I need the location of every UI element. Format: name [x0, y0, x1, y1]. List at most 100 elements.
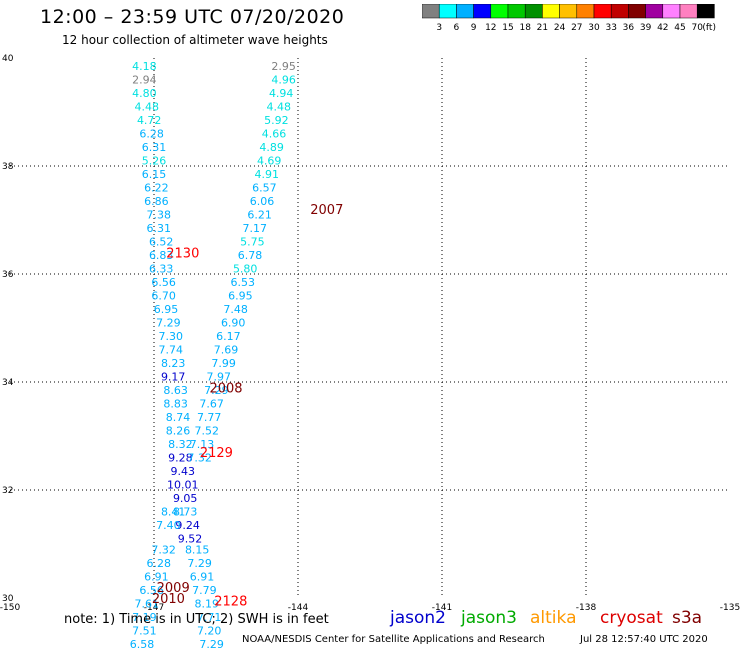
wave-height-value: 4.91 [255, 168, 280, 181]
pass-time-label: 2129 [200, 446, 233, 461]
wave-height-value: 6.57 [252, 182, 277, 195]
legend-altika: altika [530, 608, 577, 628]
colorbar-label: 45 [674, 23, 685, 33]
wave-height-value: 6.22 [144, 182, 169, 195]
wave-height-value: 6.70 [151, 290, 176, 303]
wave-height-value: 7.71 [197, 611, 222, 624]
wave-height-value: 4.80 [132, 87, 157, 100]
pass-time-label: 2008 [209, 381, 242, 396]
wave-height-value: 6.95 [228, 290, 253, 303]
wave-height-value: 6.95 [154, 303, 179, 316]
wave-height-value: 7.17 [243, 222, 268, 235]
wave-height-value: 8.83 [163, 398, 188, 411]
wave-height-value: 6.53 [231, 276, 256, 289]
wave-height-value: 7.77 [197, 411, 222, 424]
wave-height-value: 4.94 [269, 87, 294, 100]
wave-height-value: 9.52 [178, 533, 203, 546]
map-title: 12:00 – 23:59 UTC 07/20/2020 [40, 6, 345, 28]
colorbar-label: 33 [605, 23, 616, 33]
wave-height-value: 8.74 [166, 411, 191, 424]
wave-height-value: 8.32 [168, 438, 193, 451]
legend-jason2: jason2 [390, 608, 446, 628]
wave-height-value: 5.26 [142, 155, 167, 168]
wave-height-value: 6.86 [144, 195, 169, 208]
pass-time-label: 2007 [310, 203, 343, 218]
wave-height-value: 6.56 [151, 276, 176, 289]
wave-height-value: 5.80 [233, 263, 258, 276]
wave-height-value: 7.29 [156, 317, 181, 330]
wave-height-value: 6.56 [139, 584, 164, 597]
wave-height-value: 7.29 [187, 557, 212, 570]
wave-height-value: 9.24 [175, 519, 200, 532]
wave-height-value: 7.52 [195, 425, 220, 438]
colorbar-label: 36 [623, 23, 635, 33]
lat-tick-label: 40 [2, 54, 14, 64]
wave-height-value: 9.17 [161, 371, 186, 384]
colorbar-label: 30 [588, 23, 600, 33]
wave-height-value: 7.20 [197, 624, 222, 637]
pass-time-label: 2009 [157, 581, 190, 596]
wave-height-value: 7.29 [199, 638, 224, 650]
wave-height-value: 4.69 [257, 155, 282, 168]
wave-height-value: 10.01 [167, 479, 199, 492]
wave-height-colorbar: 3 6 9 12 15 18 21 24 27 30 33 36 39 42 45 70 (ft) [422, 4, 716, 33]
wave-height-value: 9.28 [168, 452, 193, 465]
wave-height-value: 7.69 [214, 344, 239, 357]
wave-height-value: 6.06 [250, 195, 275, 208]
wave-height-value: 9.05 [173, 492, 198, 505]
wave-height-value: 4.66 [262, 128, 287, 141]
wave-height-value: 7.38 [147, 209, 172, 222]
colorbar-label: 70 [691, 23, 703, 33]
pass-time-label: 2128 [214, 595, 247, 610]
wave-height-value: 7.40 [156, 519, 181, 532]
wave-height-value: 5.92 [264, 114, 289, 127]
wave-height-value: 6.17 [216, 330, 241, 343]
colorbar-label: 18 [519, 23, 531, 33]
wave-height-value: 4.72 [137, 114, 162, 127]
wave-height-value: 2.95 [271, 60, 296, 73]
wave-height-value: 4.96 [271, 74, 296, 87]
colorbar-label: 24 [554, 23, 566, 33]
lat-tick-label: 38 [2, 162, 14, 172]
legend-jason3: jason3 [461, 608, 517, 628]
wave-height-value: 7.74 [159, 344, 184, 357]
wave-height-value: 7.97 [207, 371, 232, 384]
wave-height-value: 6.15 [142, 168, 167, 181]
wave-height-value: 7.79 [192, 584, 217, 597]
wave-height-value: 6.91 [144, 570, 169, 583]
pass-time-label: 2010 [152, 592, 185, 607]
lon-tick-label: -147 [144, 603, 164, 613]
lon-tick-label: -150 [0, 603, 20, 613]
map-subtitle: 12 hour collection of altimeter wave hei… [62, 33, 328, 47]
wave-height-value: 7.61 [135, 597, 160, 610]
lon-tick-label: -144 [288, 603, 309, 613]
footer-note: note: 1) Time is in UTC; 2) SWH is in fe… [64, 612, 329, 627]
colorbar-label: 27 [571, 23, 582, 33]
colorbar-label: 3 [436, 23, 442, 33]
wave-height-value: 7.29 [204, 384, 229, 397]
wave-height-value: 6.78 [238, 249, 263, 262]
wave-height-value: 5.75 [240, 236, 265, 249]
wave-height-value: 7.13 [190, 438, 215, 451]
wave-height-value: 8.23 [161, 357, 186, 370]
wave-height-value: 7.48 [223, 303, 248, 316]
wave-height-value: 9.43 [171, 465, 196, 478]
lat-tick-label: 30 [2, 594, 14, 604]
wave-height-value: 8.63 [163, 384, 188, 397]
credit-text: NOAA/NESDIS Center for Satellite Applica… [242, 634, 545, 645]
wave-height-value: 6.52 [149, 236, 174, 249]
wave-height-value: 7.30 [159, 330, 184, 343]
lon-tick-label: -138 [576, 603, 597, 613]
lat-tick-label: 34 [2, 378, 14, 388]
colorbar-label: 21 [537, 23, 548, 33]
colorbar-label: 39 [640, 23, 652, 33]
wave-height-value: 7.19 [132, 611, 157, 624]
lat-tick-label: 36 [2, 270, 14, 280]
wave-height-value: 8.41 [161, 506, 186, 519]
colorbar-label: 12 [485, 23, 496, 33]
wave-height-value: 8.73 [173, 506, 198, 519]
wave-height-value: 6.31 [147, 222, 172, 235]
wave-height-value: 2.94 [132, 74, 157, 87]
wave-height-value: 4.89 [259, 141, 284, 154]
